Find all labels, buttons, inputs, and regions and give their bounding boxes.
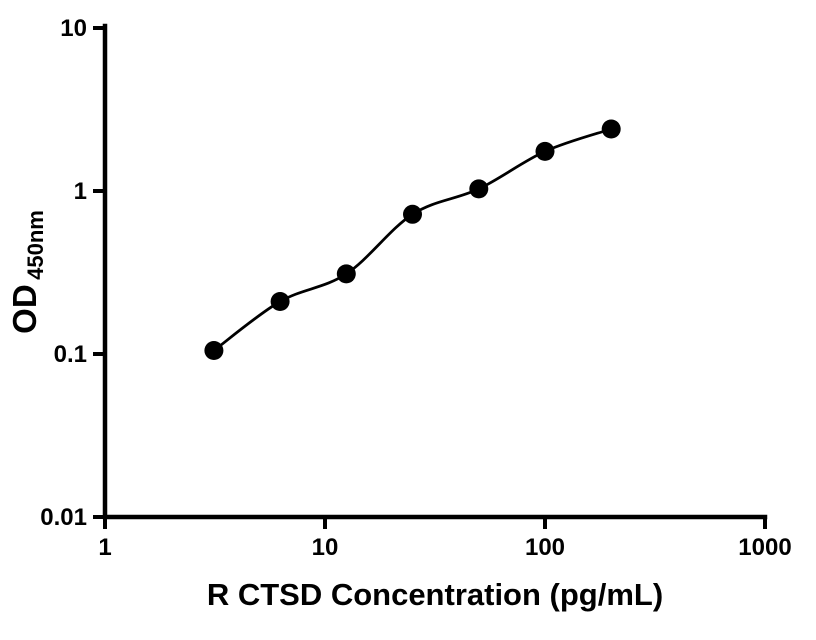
y-axis-title: OD 450nm	[6, 210, 48, 334]
x-tick-label: 100	[525, 534, 565, 561]
x-tick-label: 1000	[738, 534, 791, 561]
x-tick-label: 1	[98, 534, 111, 561]
y-tick-label: 1	[74, 178, 87, 205]
data-point	[336, 264, 356, 284]
axes: 1 10 100 1000 0.01 0.1 1 10	[40, 15, 791, 561]
y-tick-label: 0.01	[40, 504, 87, 531]
x-tick-label: 10	[312, 534, 339, 561]
data-point	[601, 119, 621, 139]
data-point	[270, 292, 290, 311]
data-point	[403, 204, 422, 224]
data-point	[469, 179, 489, 199]
y-axis-title-subscript: 450nm	[23, 210, 48, 280]
y-axis-title-main: OD	[6, 284, 43, 334]
data-series	[204, 119, 621, 360]
data-point	[204, 341, 224, 360]
y-tick-label: 0.1	[54, 341, 87, 368]
axis-spines	[102, 23, 768, 520]
fit-curve	[213, 127, 612, 352]
x-axis-title: R CTSD Concentration (pg/mL)	[207, 577, 663, 612]
data-point	[535, 141, 555, 161]
y-tick-label: 10	[60, 15, 87, 42]
